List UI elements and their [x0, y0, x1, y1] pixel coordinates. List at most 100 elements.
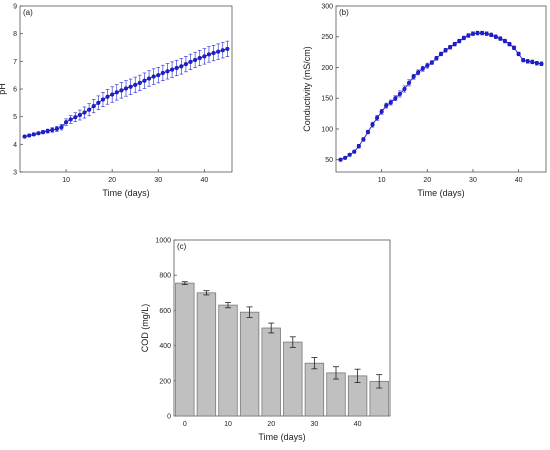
y-axis-label: COD (mg/L): [140, 304, 150, 353]
chart-panel-2: 50 100 150 200 250 300 10 20 30 40 Time (days) Cond…: [302, 4, 547, 198]
data-point: [110, 92, 115, 97]
y-tick-label: 3: [13, 170, 17, 177]
data-point: [188, 59, 193, 64]
data-point: [169, 67, 175, 72]
data-point: [82, 110, 87, 115]
data-point: [393, 96, 398, 101]
y-tick-label: 5: [13, 114, 17, 121]
data-point: [443, 48, 448, 53]
y-tick-label: 100: [321, 126, 333, 133]
data-point: [434, 56, 439, 61]
x-tick-label: 40: [354, 421, 362, 428]
x-axis-label: Time (days): [417, 188, 464, 198]
data-point: [123, 86, 129, 91]
y-tick-label: 150: [321, 96, 333, 103]
x-axis-label: Time (days): [102, 188, 149, 198]
data-point: [479, 30, 485, 36]
data-point: [466, 33, 471, 38]
data-point: [438, 51, 444, 57]
data-point: [27, 133, 32, 138]
plot-frame: [335, 5, 547, 173]
y-tick-label: 200: [159, 378, 171, 385]
y-tick-label: 0: [167, 414, 171, 421]
data-point: [516, 51, 521, 57]
data-point: [406, 80, 412, 85]
y-tick-label: 8: [13, 31, 17, 38]
x-tick-label: 40: [515, 177, 523, 184]
data-point: [338, 157, 343, 162]
data-point: [511, 45, 517, 50]
data-point: [45, 128, 50, 134]
data-point: [133, 82, 138, 87]
data-point: [356, 144, 361, 149]
data-point: [388, 100, 393, 105]
plot-frame: [173, 239, 391, 417]
data-point: [448, 45, 453, 50]
x-tick-label: 10: [378, 177, 386, 184]
data-point: [425, 63, 430, 68]
y-tick-label: 7: [13, 59, 17, 66]
panel-label: (a): [23, 8, 33, 17]
x-tick-label: 10: [62, 177, 70, 184]
data-point: [343, 155, 348, 160]
data-point: [429, 60, 434, 65]
data-point: [160, 70, 165, 76]
y-tick-label: 9: [13, 4, 17, 11]
data-point: [416, 70, 421, 75]
x-tick-label: 20: [267, 421, 275, 428]
y-axis-label: Conductivity (mS/cm): [302, 46, 312, 132]
x-tick-label: 0: [183, 421, 187, 428]
data-point: [502, 38, 508, 44]
panel-label: (b): [339, 8, 349, 17]
data-point: [100, 97, 106, 102]
data-point: [197, 55, 202, 61]
data-point: [142, 78, 147, 83]
data-point: [374, 115, 380, 120]
data-point: [225, 46, 230, 51]
data-point: [73, 115, 78, 120]
y-tick-label: 250: [321, 34, 333, 41]
data-point: [470, 31, 476, 36]
bar: [261, 327, 281, 417]
data-point: [68, 117, 73, 122]
x-tick-label: 10: [224, 421, 232, 428]
data-point: [521, 58, 526, 63]
panel-label: (c): [177, 242, 187, 251]
y-axis-label: pH: [0, 83, 7, 95]
data-point: [36, 131, 41, 136]
y-tick-label: 4: [13, 142, 17, 149]
data-point: [183, 61, 189, 67]
data-point: [174, 65, 179, 71]
y-tick-label: 400: [159, 343, 171, 350]
data-point: [105, 94, 110, 99]
x-tick-label: 20: [423, 177, 431, 184]
y-tick-label: 50: [325, 157, 333, 164]
data-point: [379, 109, 384, 114]
data-point: [22, 134, 27, 139]
x-tick-label: 20: [108, 177, 116, 184]
data-point: [384, 103, 389, 108]
data-point: [202, 54, 207, 59]
y-tick-label: 200: [321, 65, 333, 72]
bar: [239, 311, 260, 417]
chart-panel-1: 3 4 5 6 7 8 9 10 20 30 40 Time (days) pH (a): [0, 4, 233, 198]
data-point: [193, 57, 198, 63]
data-point: [397, 91, 403, 97]
data-point: [151, 74, 156, 79]
data-point: [507, 42, 512, 47]
data-point: [165, 69, 170, 74]
data-point: [534, 61, 539, 66]
data-point: [119, 88, 124, 93]
data-point: [493, 34, 498, 39]
x-axis-label: Time (days): [258, 432, 305, 442]
x-tick-label: 40: [200, 177, 208, 184]
data-point: [128, 84, 133, 89]
bar: [304, 362, 325, 417]
data-point: [530, 59, 535, 65]
data-point: [484, 31, 489, 36]
data-point: [489, 32, 494, 37]
data-point: [77, 112, 83, 118]
data-point: [457, 38, 462, 44]
x-tick-label: 30: [469, 177, 477, 184]
